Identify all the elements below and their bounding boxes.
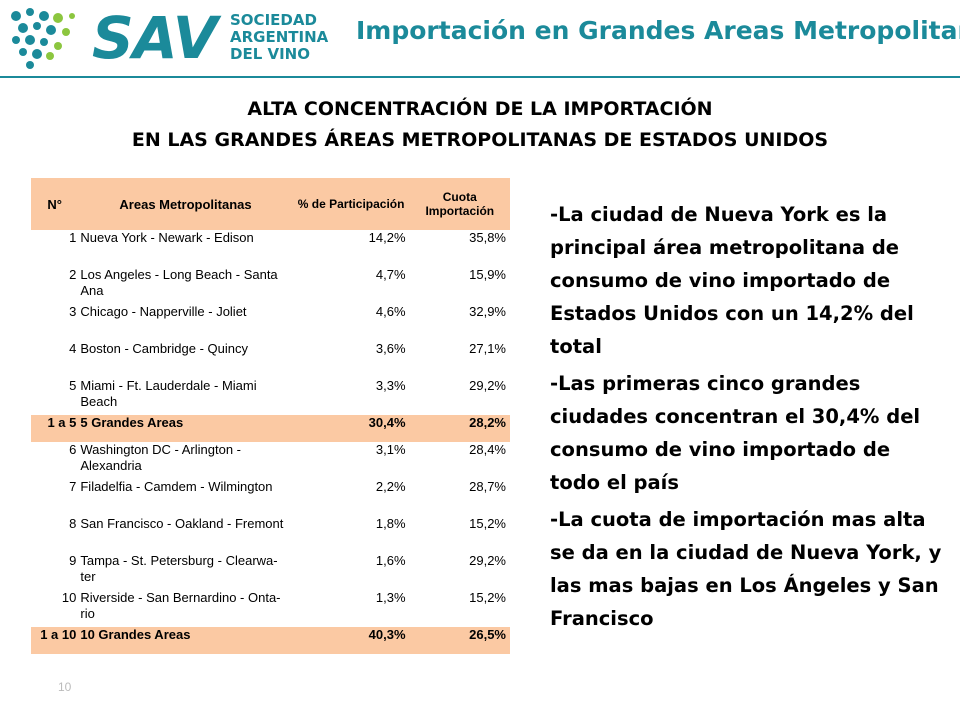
cell-import-share: 15,9%: [469, 267, 506, 282]
main-title-line: ALTA CONCENTRACIÓN DE LA IMPORTACIÓN: [247, 98, 713, 120]
cell-area: Riverside - San Bernardino - Onta- rio: [80, 590, 281, 621]
cell-participation: 2,2%: [375, 479, 406, 494]
cell-participation: 4,7%: [375, 267, 406, 282]
bullet-list: -La ciudad de Nueva York es la principal…: [550, 198, 945, 639]
table-header-row: N° Areas Metropolitanas % de Participaci…: [31, 178, 510, 230]
column-header-participation: % de Participación: [297, 197, 405, 211]
cell-area: Nueva York - Newark - Edison: [80, 230, 254, 245]
table-row: 9 Tampa - St. Petersburg - Clearwa- ter 1,…: [31, 553, 510, 590]
logo-wordmark: SAV: [92, 4, 218, 72]
cell-import-share: 28,7%: [469, 479, 506, 494]
cell-import-share: 35,8%: [469, 230, 506, 245]
cell-number: 7: [69, 479, 77, 494]
cell-participation: 4,6%: [375, 304, 406, 319]
cell-participation: 1,3%: [375, 590, 406, 605]
metro-areas-table: N° Areas Metropolitanas % de Participaci…: [31, 178, 510, 688]
bullet-item: -La cuota de importación mas alta se da …: [550, 508, 942, 630]
slide-header-title: Importación en Grandes Areas Metropolita…: [356, 16, 960, 45]
slide-main-title: ALTA CONCENTRACIÓN DE LA IMPORTACIÓN EN …: [0, 94, 960, 156]
column-header-number: N°: [47, 196, 62, 212]
cell-area: Boston - Cambridge - Quincy: [80, 341, 248, 356]
cell-area: Los Angeles - Long Beach - Santa Ana: [80, 267, 278, 298]
cell-participation: 3,6%: [375, 341, 406, 356]
header: SAV SOCIEDAD ARGENTINA DEL VINO Importac…: [0, 0, 960, 78]
cell-area: Tampa - St. Petersburg - Clearwa- ter: [80, 553, 278, 584]
header-divider: [0, 76, 960, 78]
cell-area: San Francisco - Oakland - Fremont: [80, 516, 284, 531]
main-title-line: EN LAS GRANDES ÁREAS METROPOLITANAS DE E…: [131, 129, 829, 151]
cell-area: Chicago - Napperville - Joliet: [80, 304, 247, 319]
cell-import-share: 26,5%: [469, 627, 506, 642]
cell-import-share: 28,4%: [469, 442, 506, 457]
cell-import-share: 28,2%: [469, 415, 506, 430]
table-row: 5 Miami - Ft. Lauderdale - Miami Beach 3,3…: [31, 378, 510, 415]
cell-import-share: 15,2%: [469, 590, 506, 605]
cell-number: 10: [61, 590, 77, 605]
table-row: 7 Filadelfia - Camdem - Wilmington 2,2% 28,…: [31, 479, 510, 516]
cell-participation: 40,3%: [368, 627, 406, 642]
cell-number: 1: [69, 230, 77, 245]
table-body: 1 Nueva York - Newark - Edison 14,2% 35,8% 2…: [31, 230, 510, 654]
cell-area: Miami - Ft. Lauderdale - Miami Beach: [80, 378, 257, 409]
column-header-import-share: Cuota Importación: [425, 190, 495, 218]
bullet-item: -Las primeras cinco grandes ciudades con…: [550, 372, 921, 494]
table-row: 8 San Francisco - Oakland - Fremont 1,8% 15…: [31, 516, 510, 553]
cell-area: Washington DC - Arlington - Alexandria: [80, 442, 241, 473]
cell-number: 6: [69, 442, 77, 457]
bullet-item: -La ciudad de Nueva York es la principal…: [550, 203, 914, 358]
cell-participation: 30,4%: [368, 415, 406, 430]
cell-number: 5: [69, 378, 77, 393]
logo-subtitle-line: ARGENTINA: [230, 28, 329, 46]
cell-participation: 1,6%: [375, 553, 406, 568]
cell-number: 4: [69, 341, 77, 356]
logo-subtitle-line: SOCIEDAD: [230, 11, 317, 29]
table-row: 6 Washington DC - Arlington - Alexandria 3…: [31, 442, 510, 479]
table-row: 1 Nueva York - Newark - Edison 14,2% 35,8%: [31, 230, 510, 267]
cell-participation: 1,8%: [375, 516, 406, 531]
cell-number: 8: [69, 516, 77, 531]
grape-logo-icon: [11, 8, 75, 69]
cell-number: 2: [69, 267, 77, 282]
cell-area: 10 Grandes Areas: [80, 627, 191, 642]
table-row: 10 Riverside - San Bernardino - Onta- rio…: [31, 590, 510, 627]
logo-subtitle: SOCIEDAD ARGENTINA DEL VINO: [230, 12, 328, 63]
cell-number: 3: [69, 304, 77, 319]
cell-participation: 14,2%: [368, 230, 406, 245]
logo-subtitle-line: DEL VINO: [230, 45, 310, 63]
cell-area: Filadelfia - Camdem - Wilmington: [80, 479, 273, 494]
table-total-row: 1 a 10 10 Grandes Areas 40,3% 26,5%: [31, 627, 510, 654]
column-header-area: Areas Metropolitanas: [119, 196, 252, 212]
cell-import-share: 15,2%: [469, 516, 506, 531]
cell-participation: 3,3%: [375, 378, 406, 393]
table-row: 4 Boston - Cambridge - Quincy 3,6% 27,1%: [31, 341, 510, 378]
cell-import-share: 32,9%: [469, 304, 506, 319]
page-number: 10: [58, 680, 72, 694]
cell-participation: 3,1%: [375, 442, 406, 457]
cell-import-share: 27,1%: [469, 341, 506, 356]
table-row: 3 Chicago - Napperville - Joliet 4,6% 32,9%: [31, 304, 510, 341]
cell-area: 5 Grandes Areas: [80, 415, 184, 430]
cell-import-share: 29,2%: [469, 378, 506, 393]
cell-number: 1 a 10: [40, 627, 77, 642]
cell-number: 9: [69, 553, 77, 568]
table-row: 2 Los Angeles - Long Beach - Santa Ana 4,7…: [31, 267, 510, 304]
cell-import-share: 29,2%: [469, 553, 506, 568]
cell-number: 1 a 5: [47, 415, 77, 430]
